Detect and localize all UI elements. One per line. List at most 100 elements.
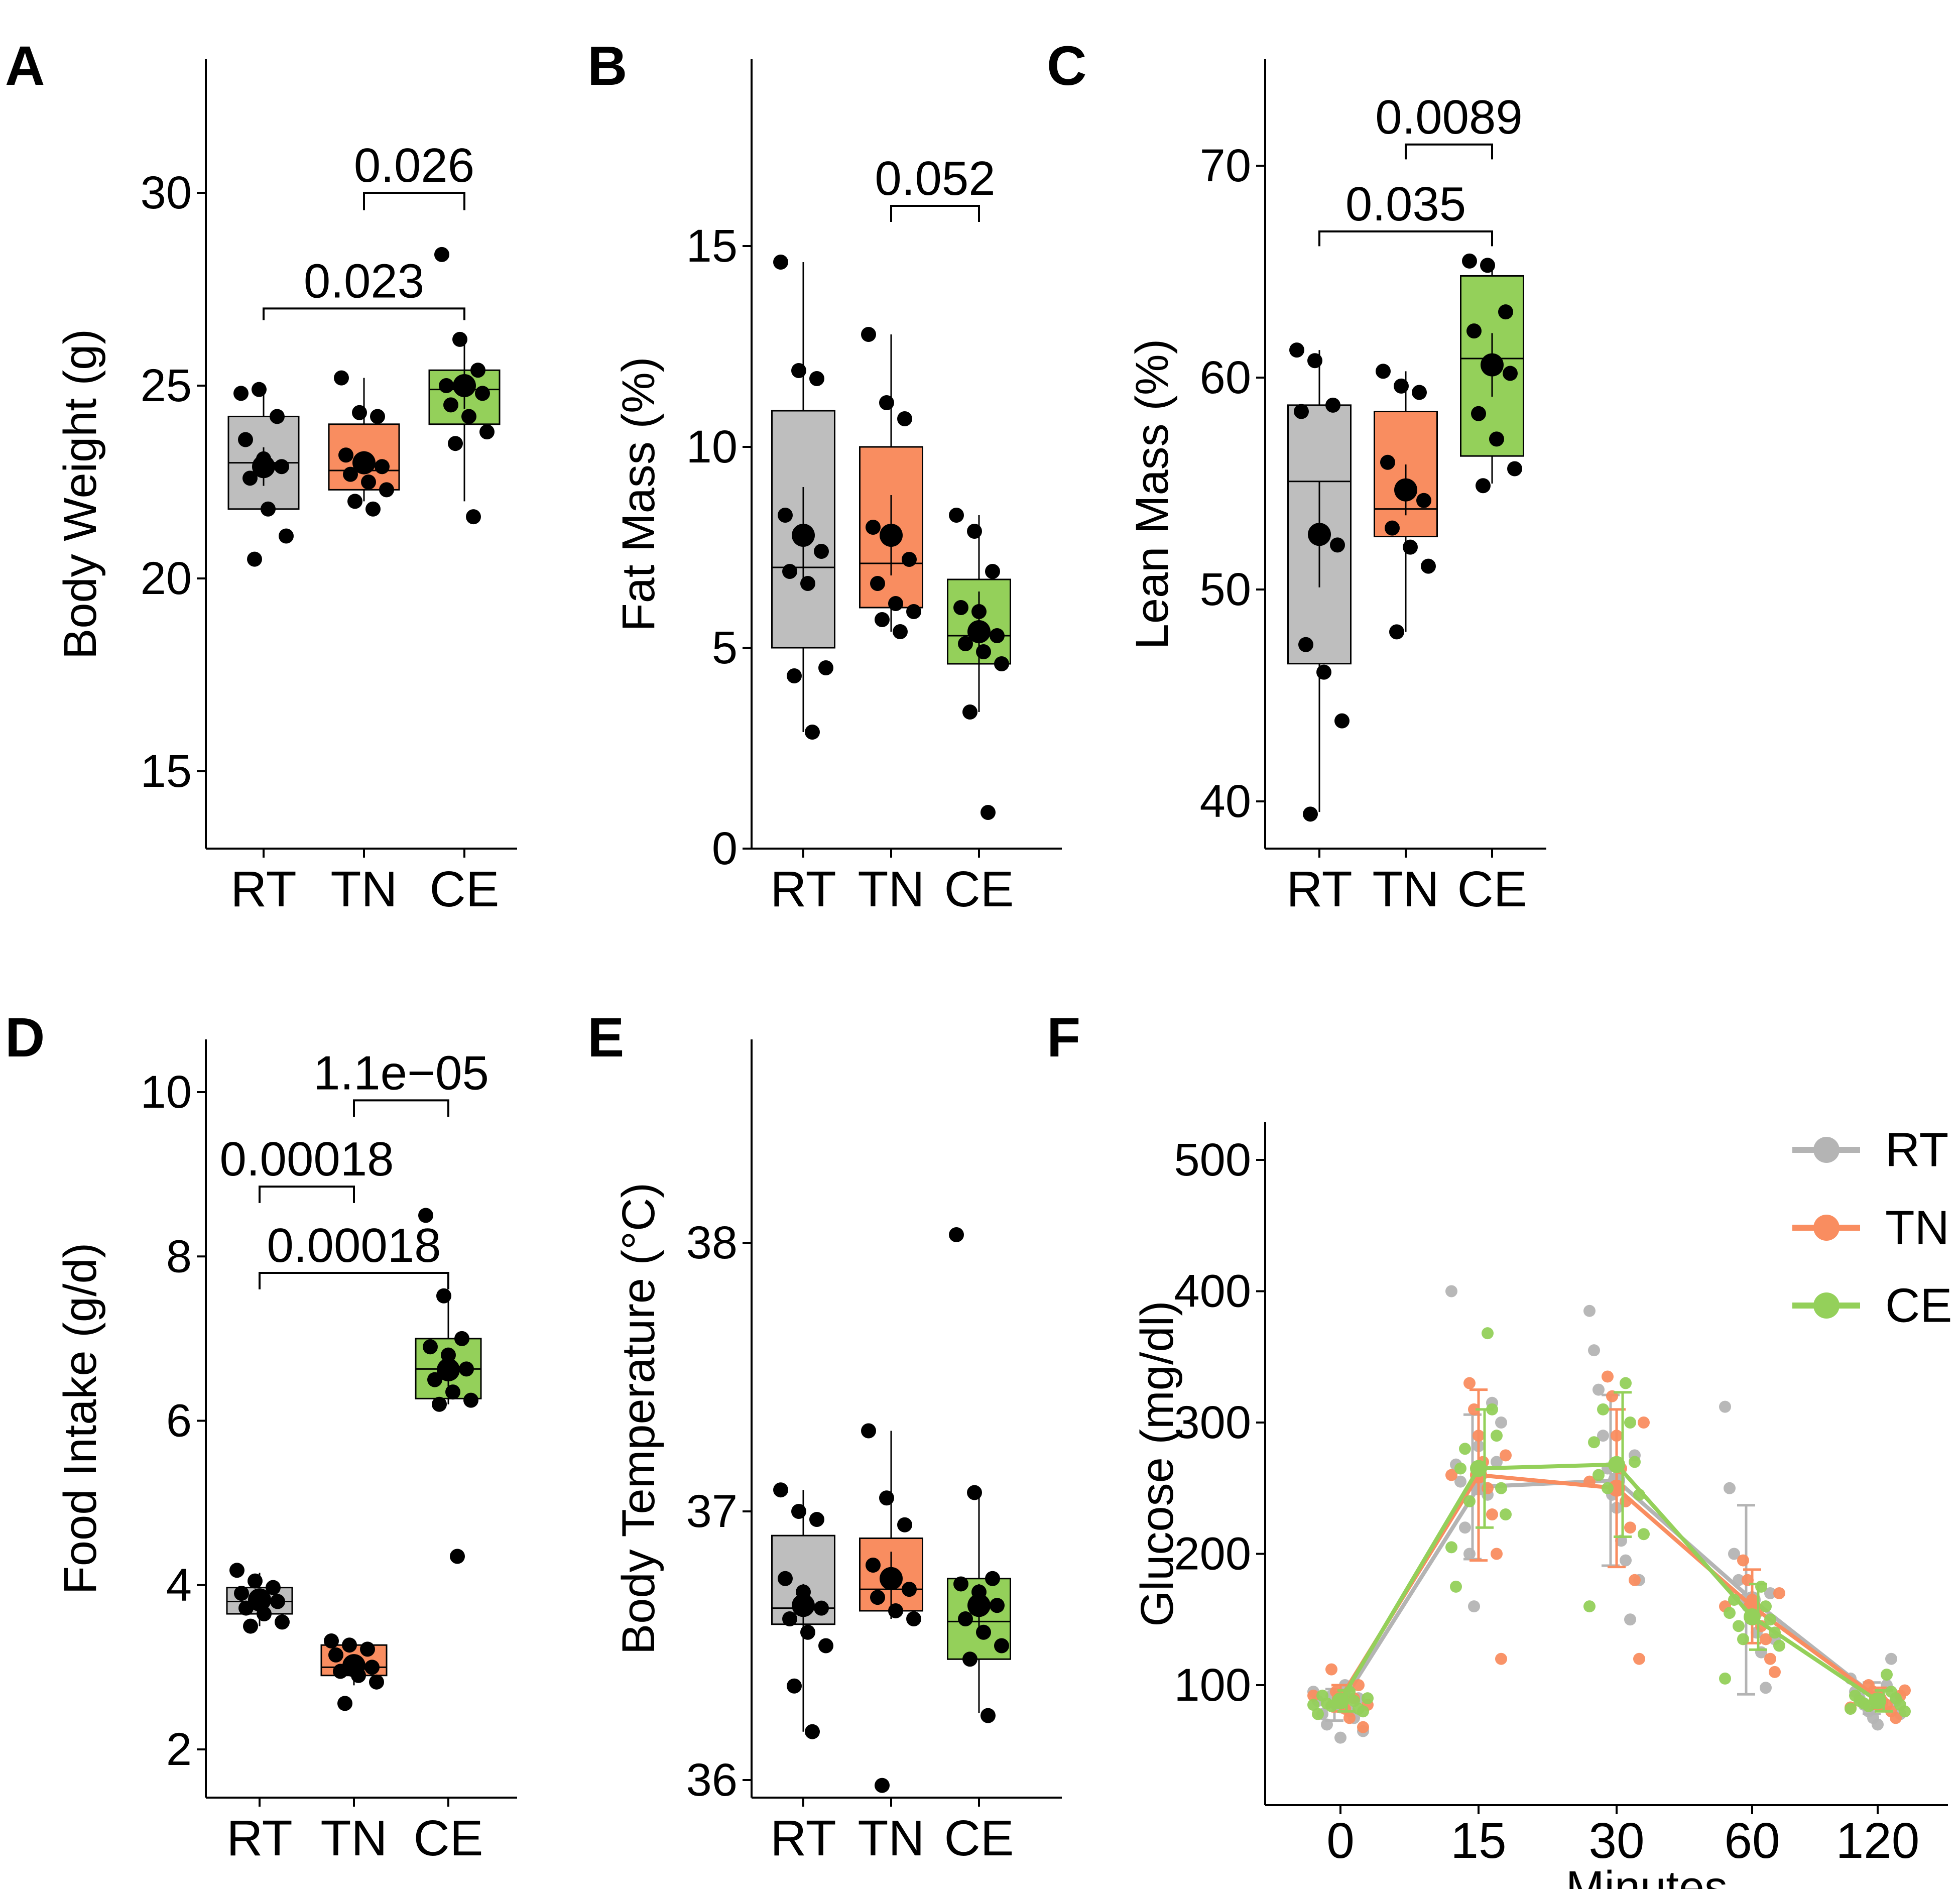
x-tick-label: CE	[1457, 861, 1527, 917]
data-point	[1495, 1416, 1507, 1429]
x-tick-label: 120	[1836, 1813, 1920, 1869]
x-tick-label: 15	[1450, 1813, 1506, 1869]
data-point	[773, 255, 788, 270]
data-point	[475, 386, 490, 401]
data-point	[805, 1724, 820, 1739]
data-point	[902, 552, 917, 567]
mean-point	[792, 1594, 815, 1617]
data-point	[809, 1512, 824, 1527]
data-point	[275, 1614, 290, 1630]
data-point	[448, 436, 463, 451]
data-point	[1592, 1469, 1605, 1481]
x-tick-label: 0	[1326, 1813, 1355, 1869]
data-point	[778, 508, 793, 523]
data-point	[1316, 664, 1331, 680]
x-tick-label: CE	[944, 861, 1014, 917]
data-point	[1737, 1633, 1749, 1645]
y-tick-label: 10	[141, 1067, 192, 1118]
data-point	[1491, 1548, 1503, 1560]
data-point	[436, 1288, 451, 1304]
y-tick-label: 38	[686, 1217, 738, 1268]
data-point	[1602, 1482, 1614, 1494]
data-point	[1394, 378, 1409, 394]
data-point	[866, 1558, 881, 1573]
panel-label-a: A	[5, 35, 45, 97]
data-point	[459, 1361, 474, 1377]
data-point	[445, 1384, 460, 1400]
p-value-label: 1.1e−05	[313, 1046, 489, 1100]
data-point	[337, 1696, 352, 1711]
data-point	[1588, 1436, 1600, 1449]
box-rt	[226, 1563, 293, 1634]
legend-item-rt: RT	[1792, 1123, 1948, 1177]
data-point	[791, 363, 806, 378]
data-point	[985, 1571, 1000, 1586]
panel-b: B 0 5 10 15 Fat Mass (%) RT TN CE 0.052	[587, 35, 1062, 917]
legend: RT TN CE	[1792, 1123, 1952, 1333]
data-point	[1760, 1633, 1772, 1645]
data-point	[814, 544, 829, 559]
data-point	[906, 1611, 921, 1626]
data-point	[274, 459, 289, 475]
box-rt	[1287, 342, 1352, 822]
box-ce	[415, 1208, 482, 1564]
y-tick-label: 20	[141, 553, 192, 604]
y-tick-label: 5	[712, 622, 738, 673]
mean-point	[252, 455, 275, 479]
legend-label: TN	[1885, 1201, 1949, 1255]
data-point	[1330, 537, 1345, 553]
panel-f: F 100 200 300 400 500 Glucose (mg/dl) 0 15 30 60 12…	[1047, 1007, 1952, 1889]
data-point	[1624, 1416, 1636, 1429]
data-point	[248, 1573, 263, 1589]
data-point	[953, 600, 968, 615]
data-point	[1769, 1666, 1781, 1678]
x-tick-label: RT	[770, 861, 836, 917]
data-point	[1881, 1669, 1893, 1681]
data-point	[1307, 1689, 1319, 1702]
data-point	[1724, 1482, 1736, 1494]
data-point	[897, 1517, 912, 1532]
y-tick-label: 0	[712, 823, 738, 874]
data-point	[1294, 404, 1309, 419]
mean-point	[342, 1654, 365, 1678]
mean-point	[453, 374, 476, 397]
data-point	[1376, 364, 1391, 379]
y-tick-label: 10	[686, 421, 738, 473]
data-point	[443, 397, 458, 413]
mean-point	[248, 1588, 271, 1612]
data-point	[773, 1482, 788, 1498]
data-point	[479, 424, 495, 440]
data-point	[375, 459, 390, 475]
data-point	[1468, 1403, 1480, 1415]
significance-bracket: 0.026	[354, 139, 474, 210]
data-point	[818, 1638, 833, 1654]
bracket-line	[1405, 143, 1493, 160]
data-point	[981, 805, 996, 820]
data-point	[1845, 1703, 1857, 1715]
data-point	[879, 1490, 894, 1506]
data-point	[439, 378, 454, 393]
data-point	[1362, 1692, 1374, 1705]
data-point	[1620, 1554, 1632, 1567]
panel-label-b: B	[587, 35, 627, 97]
data-point	[324, 1633, 339, 1649]
significance-bracket: 0.00018	[219, 1132, 394, 1203]
p-value-label: 0.023	[304, 254, 424, 308]
data-point	[1597, 1430, 1609, 1442]
data-point	[1890, 1712, 1902, 1724]
data-point	[334, 370, 349, 386]
data-point	[888, 1603, 903, 1618]
data-point	[1459, 1443, 1471, 1455]
data-point	[1454, 1462, 1466, 1475]
x-tick-label: CE	[944, 1810, 1014, 1866]
mean-point	[1394, 478, 1417, 502]
data-point	[1343, 1712, 1356, 1724]
data-point	[1307, 353, 1322, 369]
x-tick-label: RT	[230, 861, 297, 917]
data-point	[450, 1549, 465, 1564]
mean-point	[792, 524, 815, 547]
data-point	[1421, 558, 1436, 574]
data-point	[990, 628, 1005, 643]
data-point	[1289, 342, 1304, 358]
data-point	[1380, 454, 1395, 470]
